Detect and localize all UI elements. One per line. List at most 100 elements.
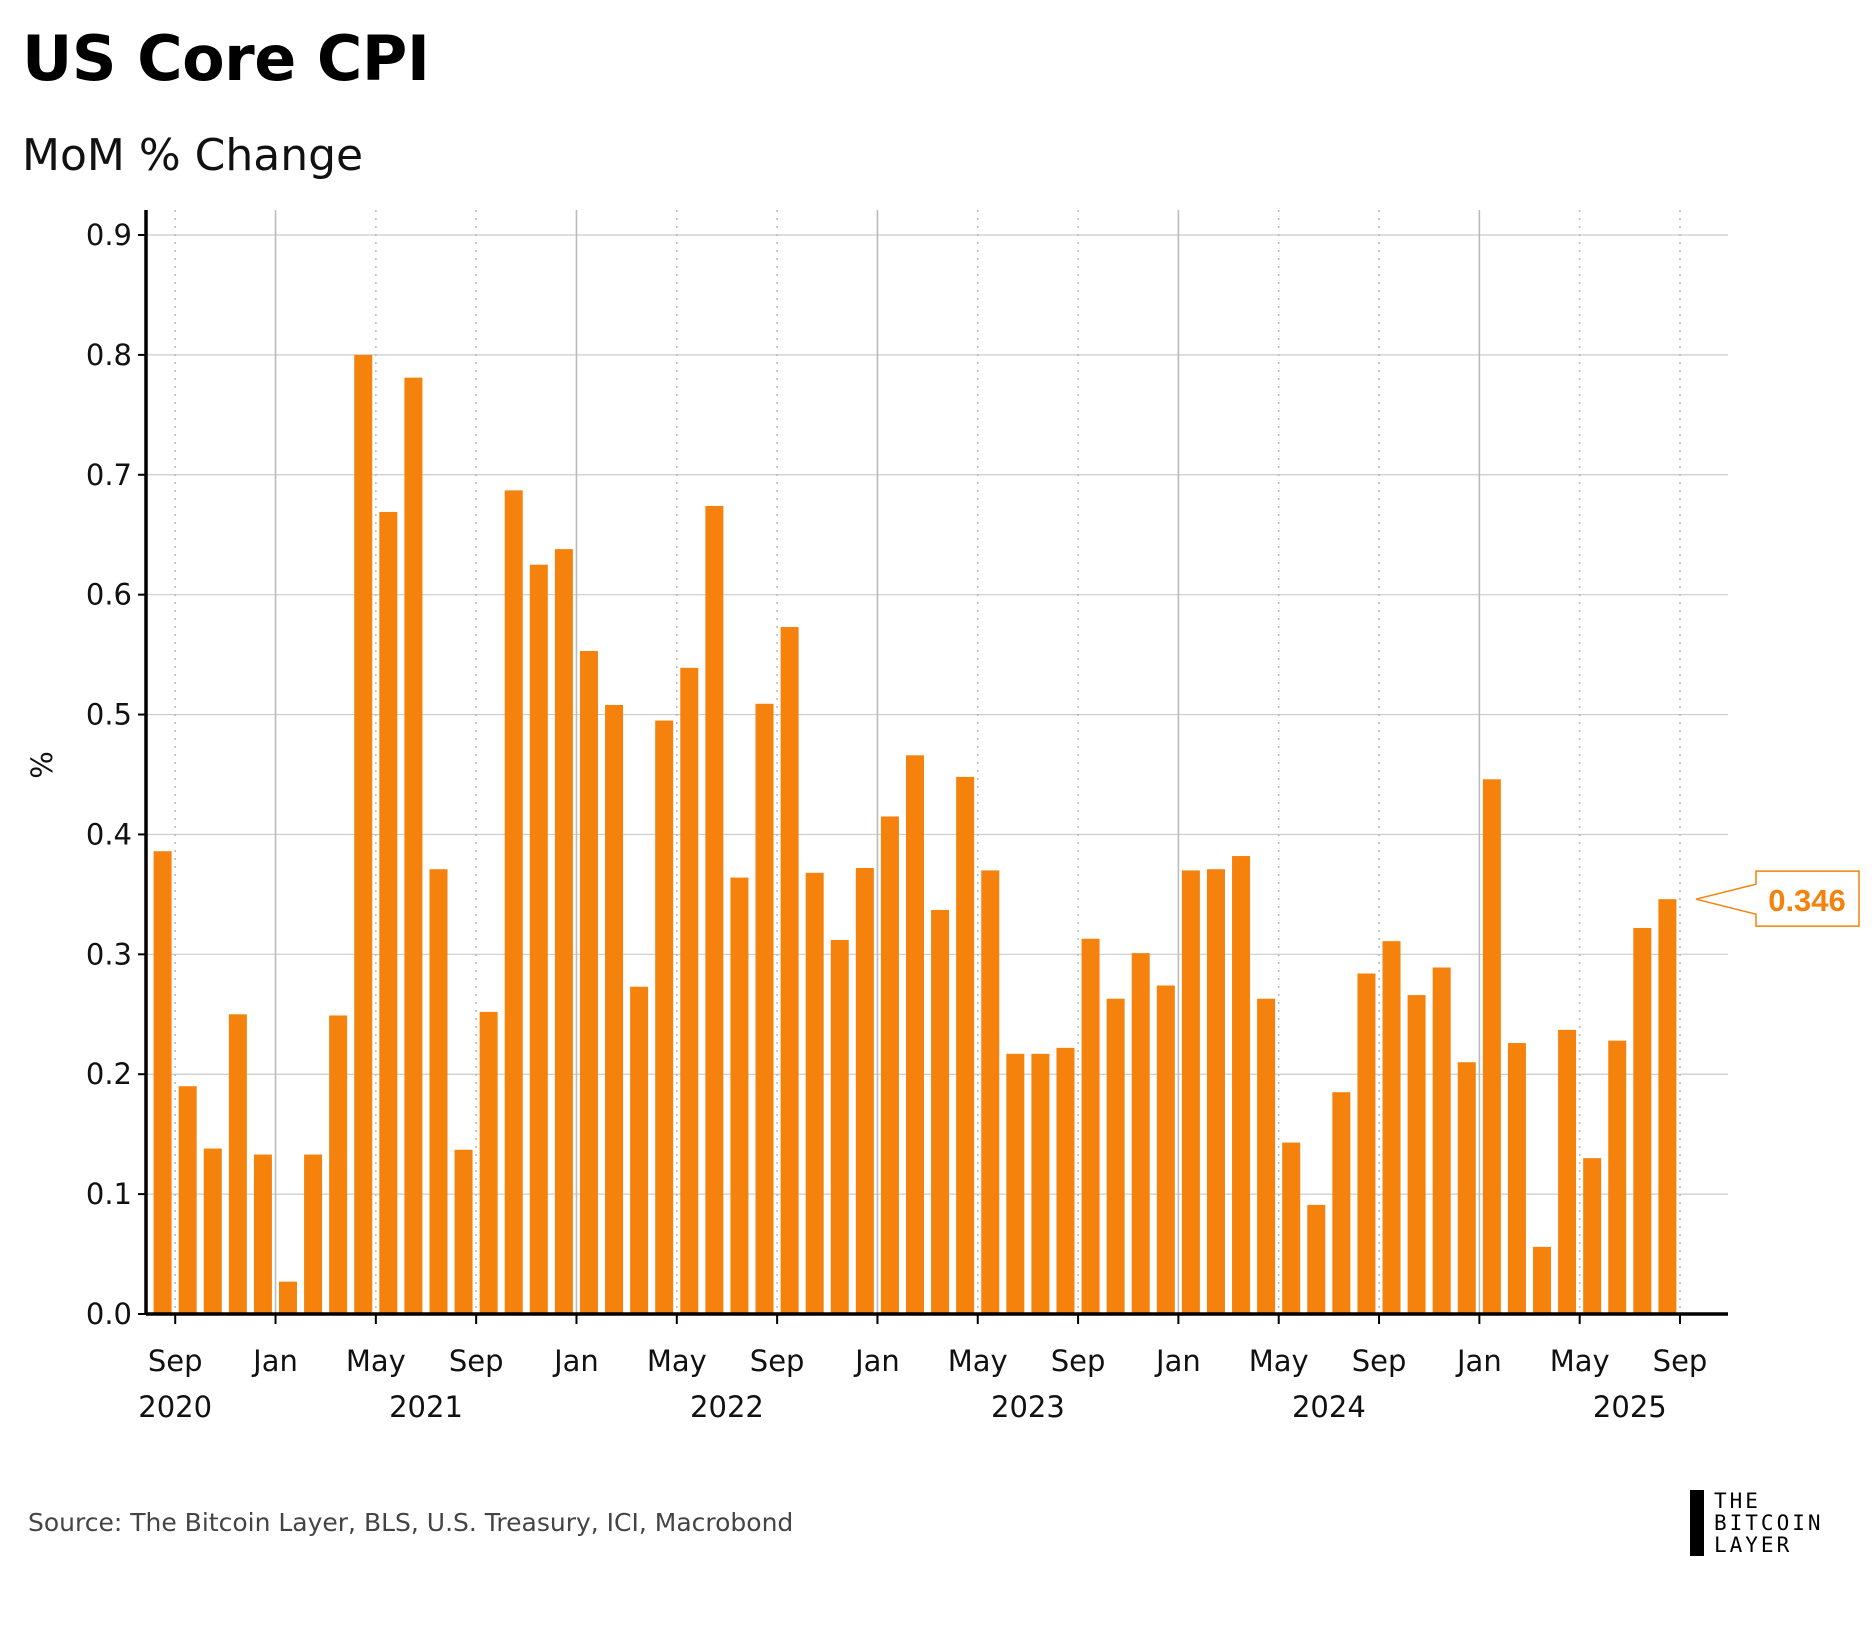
x-tick-label: Jan bbox=[251, 1344, 298, 1378]
chart-title: US Core CPI bbox=[22, 22, 430, 95]
x-tick-label: May bbox=[1550, 1344, 1610, 1378]
bar bbox=[203, 1148, 222, 1314]
bar bbox=[1482, 779, 1501, 1314]
bar bbox=[228, 1014, 247, 1314]
bar bbox=[1156, 985, 1175, 1314]
logo-bar-icon bbox=[1690, 1490, 1704, 1556]
bar bbox=[630, 986, 649, 1314]
bar bbox=[730, 877, 749, 1314]
bar bbox=[780, 627, 799, 1314]
bar bbox=[1006, 1053, 1025, 1314]
bitcoin-layer-logo: THE BITCOIN LAYER bbox=[1690, 1490, 1824, 1556]
bar bbox=[1633, 927, 1652, 1314]
bar bbox=[605, 704, 624, 1314]
y-tick-label: 0.7 bbox=[86, 458, 132, 492]
y-tick-label: 0.5 bbox=[86, 698, 132, 732]
bar bbox=[1382, 941, 1401, 1314]
bar bbox=[1282, 1142, 1301, 1314]
last-value-callout bbox=[1695, 870, 1860, 927]
bar bbox=[253, 1154, 272, 1314]
x-tick-label: May bbox=[346, 1344, 406, 1378]
bar bbox=[1432, 967, 1451, 1314]
bar bbox=[379, 511, 398, 1314]
x-tick-label: Jan bbox=[1154, 1344, 1201, 1378]
year-label: 2025 bbox=[1593, 1390, 1667, 1424]
bar bbox=[1206, 869, 1225, 1314]
x-tick-label: Sep bbox=[148, 1344, 203, 1378]
x-tick-label: Sep bbox=[1051, 1344, 1106, 1378]
last-value-label: 0.346 bbox=[1768, 883, 1846, 918]
bar bbox=[805, 872, 824, 1314]
bar bbox=[479, 1011, 498, 1314]
x-tick-label: May bbox=[1249, 1344, 1309, 1378]
x-tick-label: May bbox=[948, 1344, 1008, 1378]
bar bbox=[855, 868, 874, 1314]
bar bbox=[404, 377, 423, 1314]
year-label: 2020 bbox=[138, 1390, 212, 1424]
bar bbox=[529, 564, 548, 1314]
bar bbox=[1181, 870, 1200, 1314]
bar bbox=[279, 1281, 297, 1314]
year-label: 2021 bbox=[389, 1390, 463, 1424]
bar bbox=[1081, 938, 1100, 1314]
bar bbox=[655, 720, 674, 1314]
bar bbox=[1558, 1029, 1577, 1314]
bar bbox=[554, 549, 573, 1314]
bar bbox=[504, 490, 523, 1314]
bar bbox=[981, 870, 1000, 1314]
source-note: Source: The Bitcoin Layer, BLS, U.S. Tre… bbox=[28, 1508, 794, 1537]
bar bbox=[1533, 1246, 1551, 1314]
x-tick-label: Sep bbox=[449, 1344, 504, 1378]
bar bbox=[956, 776, 975, 1314]
x-tick-label: Sep bbox=[750, 1344, 805, 1378]
y-tick-label: 0.3 bbox=[86, 937, 132, 971]
logo-line3: LAYER bbox=[1714, 1533, 1793, 1557]
bar bbox=[429, 869, 448, 1314]
bar bbox=[1658, 899, 1677, 1314]
bar bbox=[705, 505, 724, 1315]
bar bbox=[680, 667, 699, 1314]
chart-subtitle: MoM % Change bbox=[22, 130, 364, 181]
bar bbox=[1031, 1053, 1050, 1314]
bar bbox=[153, 851, 172, 1314]
bar bbox=[1457, 1062, 1476, 1314]
bar bbox=[755, 703, 774, 1314]
y-tick-label: 0.0 bbox=[86, 1297, 132, 1331]
y-tick-label: 0.4 bbox=[86, 817, 132, 851]
bar bbox=[1131, 953, 1150, 1314]
y-tick-label: 0.9 bbox=[86, 218, 132, 252]
logo-line1: THE bbox=[1714, 1489, 1761, 1513]
bar bbox=[1507, 1043, 1526, 1314]
bar bbox=[1407, 995, 1426, 1314]
bar bbox=[1106, 998, 1125, 1314]
year-label: 2024 bbox=[1292, 1390, 1366, 1424]
bar bbox=[178, 1086, 197, 1314]
year-label: 2023 bbox=[991, 1390, 1065, 1424]
bar bbox=[906, 755, 924, 1314]
x-tick-label: Jan bbox=[853, 1344, 900, 1378]
bar bbox=[1056, 1047, 1075, 1314]
bar bbox=[1332, 1092, 1351, 1314]
bar bbox=[1583, 1158, 1602, 1314]
bar bbox=[1357, 973, 1376, 1314]
bar bbox=[931, 909, 950, 1314]
x-tick-label: Jan bbox=[552, 1344, 599, 1378]
x-tick-label: May bbox=[647, 1344, 707, 1378]
y-tick-label: 0.6 bbox=[86, 578, 132, 612]
y-tick-label: 0.8 bbox=[86, 338, 132, 372]
bar bbox=[1608, 1040, 1627, 1314]
bar bbox=[304, 1154, 323, 1314]
bar bbox=[1307, 1204, 1326, 1314]
logo-line2: BITCOIN bbox=[1714, 1511, 1824, 1535]
bar bbox=[1232, 856, 1251, 1314]
bar bbox=[1257, 998, 1276, 1314]
y-tick-label: 0.2 bbox=[86, 1057, 132, 1091]
y-tick-label: 0.1 bbox=[86, 1177, 132, 1211]
y-axis-label: % bbox=[25, 751, 59, 779]
bar bbox=[830, 939, 849, 1314]
bar bbox=[329, 1015, 348, 1314]
bar bbox=[354, 354, 373, 1314]
bar bbox=[579, 651, 598, 1314]
x-tick-label: Jan bbox=[1455, 1344, 1502, 1378]
